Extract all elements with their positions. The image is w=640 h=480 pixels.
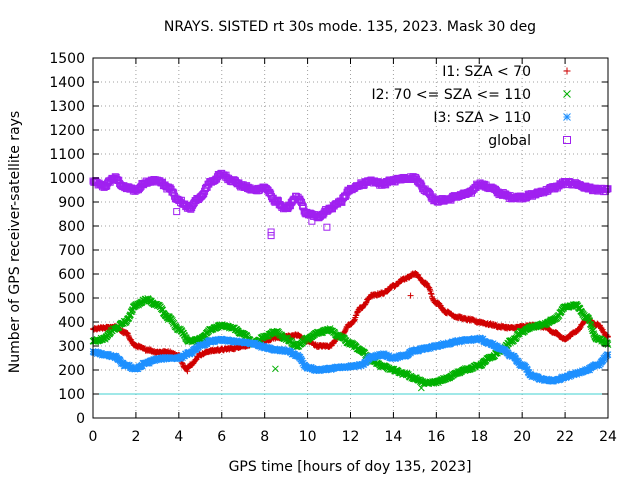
data-point [604, 339, 611, 347]
data-point [298, 199, 306, 207]
data-point [351, 317, 358, 324]
y-tick-label: 700 [58, 243, 85, 259]
legend-marker [563, 136, 571, 144]
x-tick-label: 18 [470, 429, 488, 445]
data-point [173, 208, 181, 216]
y-tick-label: 400 [58, 315, 85, 331]
data-point [426, 286, 433, 293]
y-tick-label: 1300 [49, 99, 85, 115]
chart-title: NRAYS. SISTED rt 30s mode. 135, 2023. Ma… [164, 19, 536, 35]
legend-marker [563, 67, 571, 75]
data-point [308, 217, 316, 225]
grid [93, 58, 608, 418]
legend: I1: SZA < 70 I2: 70 <= SZA <= 110 I3: SZA … [371, 64, 571, 149]
data-point [124, 330, 131, 337]
legend-label: I3: SZA > 110 [433, 110, 531, 126]
data-point [267, 228, 275, 236]
legend-label: I2: 70 <= SZA <= 110 [371, 87, 531, 103]
legend-marker [563, 113, 571, 121]
data-point [587, 321, 595, 329]
x-tick-label: 16 [427, 429, 445, 445]
data-point [164, 316, 172, 323]
legend-marker [563, 90, 571, 98]
data-point [169, 188, 177, 196]
data-point [586, 366, 594, 374]
data-point [428, 291, 435, 298]
data-point [576, 325, 583, 332]
data-point [597, 360, 604, 368]
x-tick-label: 24 [599, 429, 617, 445]
x-tick-label: 6 [217, 429, 226, 445]
y-tick-label: 1200 [49, 123, 85, 139]
x-tick-label: 0 [89, 429, 98, 445]
data-point [407, 292, 414, 299]
data-point [514, 357, 522, 365]
axis-ticks: 0 2 4 6 8 10 12 14 16 18 20 22 240100200300400500600… [49, 51, 617, 445]
y-tick-label: 500 [58, 291, 85, 307]
data-point [417, 384, 425, 392]
data-point [272, 365, 279, 373]
x-tick-label: 4 [174, 429, 183, 445]
x-tick-label: 8 [260, 429, 269, 445]
y-tick-label: 600 [58, 267, 85, 283]
data-point [604, 333, 611, 340]
x-tick-label: 10 [299, 429, 317, 445]
y-axis-label: Number of GPS receiver-satellite rays [7, 111, 23, 373]
data-point [427, 290, 434, 297]
data-point [170, 319, 178, 327]
y-tick-label: 1000 [49, 171, 85, 187]
y-tick-label: 200 [58, 363, 85, 379]
y-tick-label: 800 [58, 219, 85, 235]
y-tick-label: 0 [76, 411, 85, 427]
data-point [267, 232, 275, 240]
x-tick-label: 12 [342, 429, 360, 445]
x-tick-label: 20 [513, 429, 531, 445]
data-point [323, 223, 331, 231]
x-tick-label: 14 [385, 429, 403, 445]
y-tick-label: 1100 [49, 147, 85, 163]
x-tick-label: 22 [556, 429, 574, 445]
legend-label: global [488, 133, 531, 149]
y-tick-label: 900 [58, 195, 85, 211]
x-axis-label: GPS time [hours of doy 135, 2023] [229, 459, 472, 475]
data-point [184, 368, 191, 375]
data-point [363, 299, 370, 306]
x-tick-label: 2 [131, 429, 140, 445]
data-point [296, 353, 304, 361]
series-2 [89, 295, 612, 392]
data-point [298, 202, 306, 210]
data-point [298, 357, 306, 365]
y-tick-label: 1500 [49, 51, 85, 67]
series-4 [89, 169, 612, 240]
data-point [188, 349, 196, 357]
series-3 [89, 334, 612, 385]
data-point [342, 327, 349, 334]
data-point [524, 366, 531, 374]
series-layer [89, 169, 612, 392]
legend-label: I1: SZA < 70 [442, 64, 531, 80]
y-tick-label: 100 [58, 387, 85, 403]
data-point [588, 323, 595, 331]
y-tick-label: 1400 [49, 75, 85, 91]
y-tick-label: 300 [58, 339, 85, 355]
